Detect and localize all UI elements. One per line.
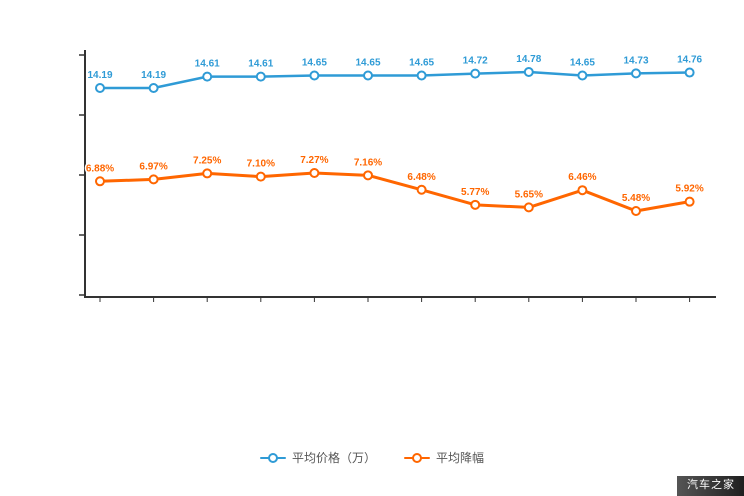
legend-label-average-price: 平均价格（万） xyxy=(291,451,376,465)
autohome-watermark: 汽车之家 xyxy=(677,476,744,496)
data-label: 7.10% xyxy=(247,159,275,170)
data-label: 7.27% xyxy=(300,155,328,166)
legend-label-average-discount: 平均降幅 xyxy=(436,451,485,465)
blue-line-marker-icon xyxy=(259,452,286,464)
data-point xyxy=(684,67,695,78)
data-point xyxy=(523,67,534,77)
orange-line-marker-icon xyxy=(404,452,430,464)
data-point xyxy=(363,70,373,81)
data-label: 14.65 xyxy=(302,58,327,69)
data-point xyxy=(202,71,213,82)
legend-item-average-discount[interactable]: 平均降幅 xyxy=(404,452,484,464)
data-point xyxy=(684,196,695,207)
data-label: 7.16% xyxy=(354,157,382,168)
data-label: 14.61 xyxy=(195,59,220,70)
data-label: 5.48% xyxy=(622,193,650,204)
data-point xyxy=(577,185,588,196)
data-point xyxy=(95,176,105,187)
data-point xyxy=(255,71,266,82)
data-label: 14.61 xyxy=(248,59,273,70)
data-label: 5.92% xyxy=(675,184,703,195)
data-label: 14.19 xyxy=(141,70,166,81)
data-label: 6.46% xyxy=(568,172,596,183)
data-label: 14.65 xyxy=(355,58,380,69)
data-label: 6.48% xyxy=(407,172,435,183)
data-point xyxy=(631,206,641,216)
data-label: 5.65% xyxy=(515,189,543,200)
data-point xyxy=(309,168,320,178)
data-label: 14.76 xyxy=(677,55,702,66)
data-point xyxy=(95,83,105,93)
data-label: 14.78 xyxy=(516,54,541,65)
data-label: 5.77% xyxy=(461,187,489,198)
data-point xyxy=(416,184,427,195)
data-label: 14.73 xyxy=(623,55,648,66)
series-1: 6.88% 6.97% 7.25% 7.10% 7.27% 7.16% 6.48% 5.77%… xyxy=(84,154,705,216)
data-label: 14.72 xyxy=(463,56,488,67)
data-label: 14.65 xyxy=(409,58,434,69)
data-label: 7.25% xyxy=(193,155,221,166)
data-point xyxy=(363,170,373,181)
data-point xyxy=(470,199,481,210)
data-point xyxy=(309,70,320,81)
data-point xyxy=(148,174,159,185)
data-point xyxy=(523,202,534,213)
data-label: 6.88% xyxy=(86,163,114,174)
series-line xyxy=(98,70,691,90)
data-point xyxy=(202,168,213,179)
series-0: 14.19 14.19 14.61 14.61 14.65 14.65 14.65 14.72… xyxy=(86,53,704,93)
legend-item-average-price[interactable]: 平均价格（万） xyxy=(259,451,376,465)
data-point xyxy=(148,83,159,93)
data-label: 14.65 xyxy=(570,58,595,69)
data-point xyxy=(631,68,641,79)
data-label: 14.19 xyxy=(87,70,112,81)
data-point xyxy=(470,68,481,79)
chart-legend: 平均价格（万） 平均降幅 xyxy=(0,452,744,464)
data-point xyxy=(255,171,266,182)
data-label: 6.97% xyxy=(139,161,167,172)
series-line xyxy=(98,171,692,213)
data-point xyxy=(577,70,588,81)
data-point xyxy=(416,70,427,81)
